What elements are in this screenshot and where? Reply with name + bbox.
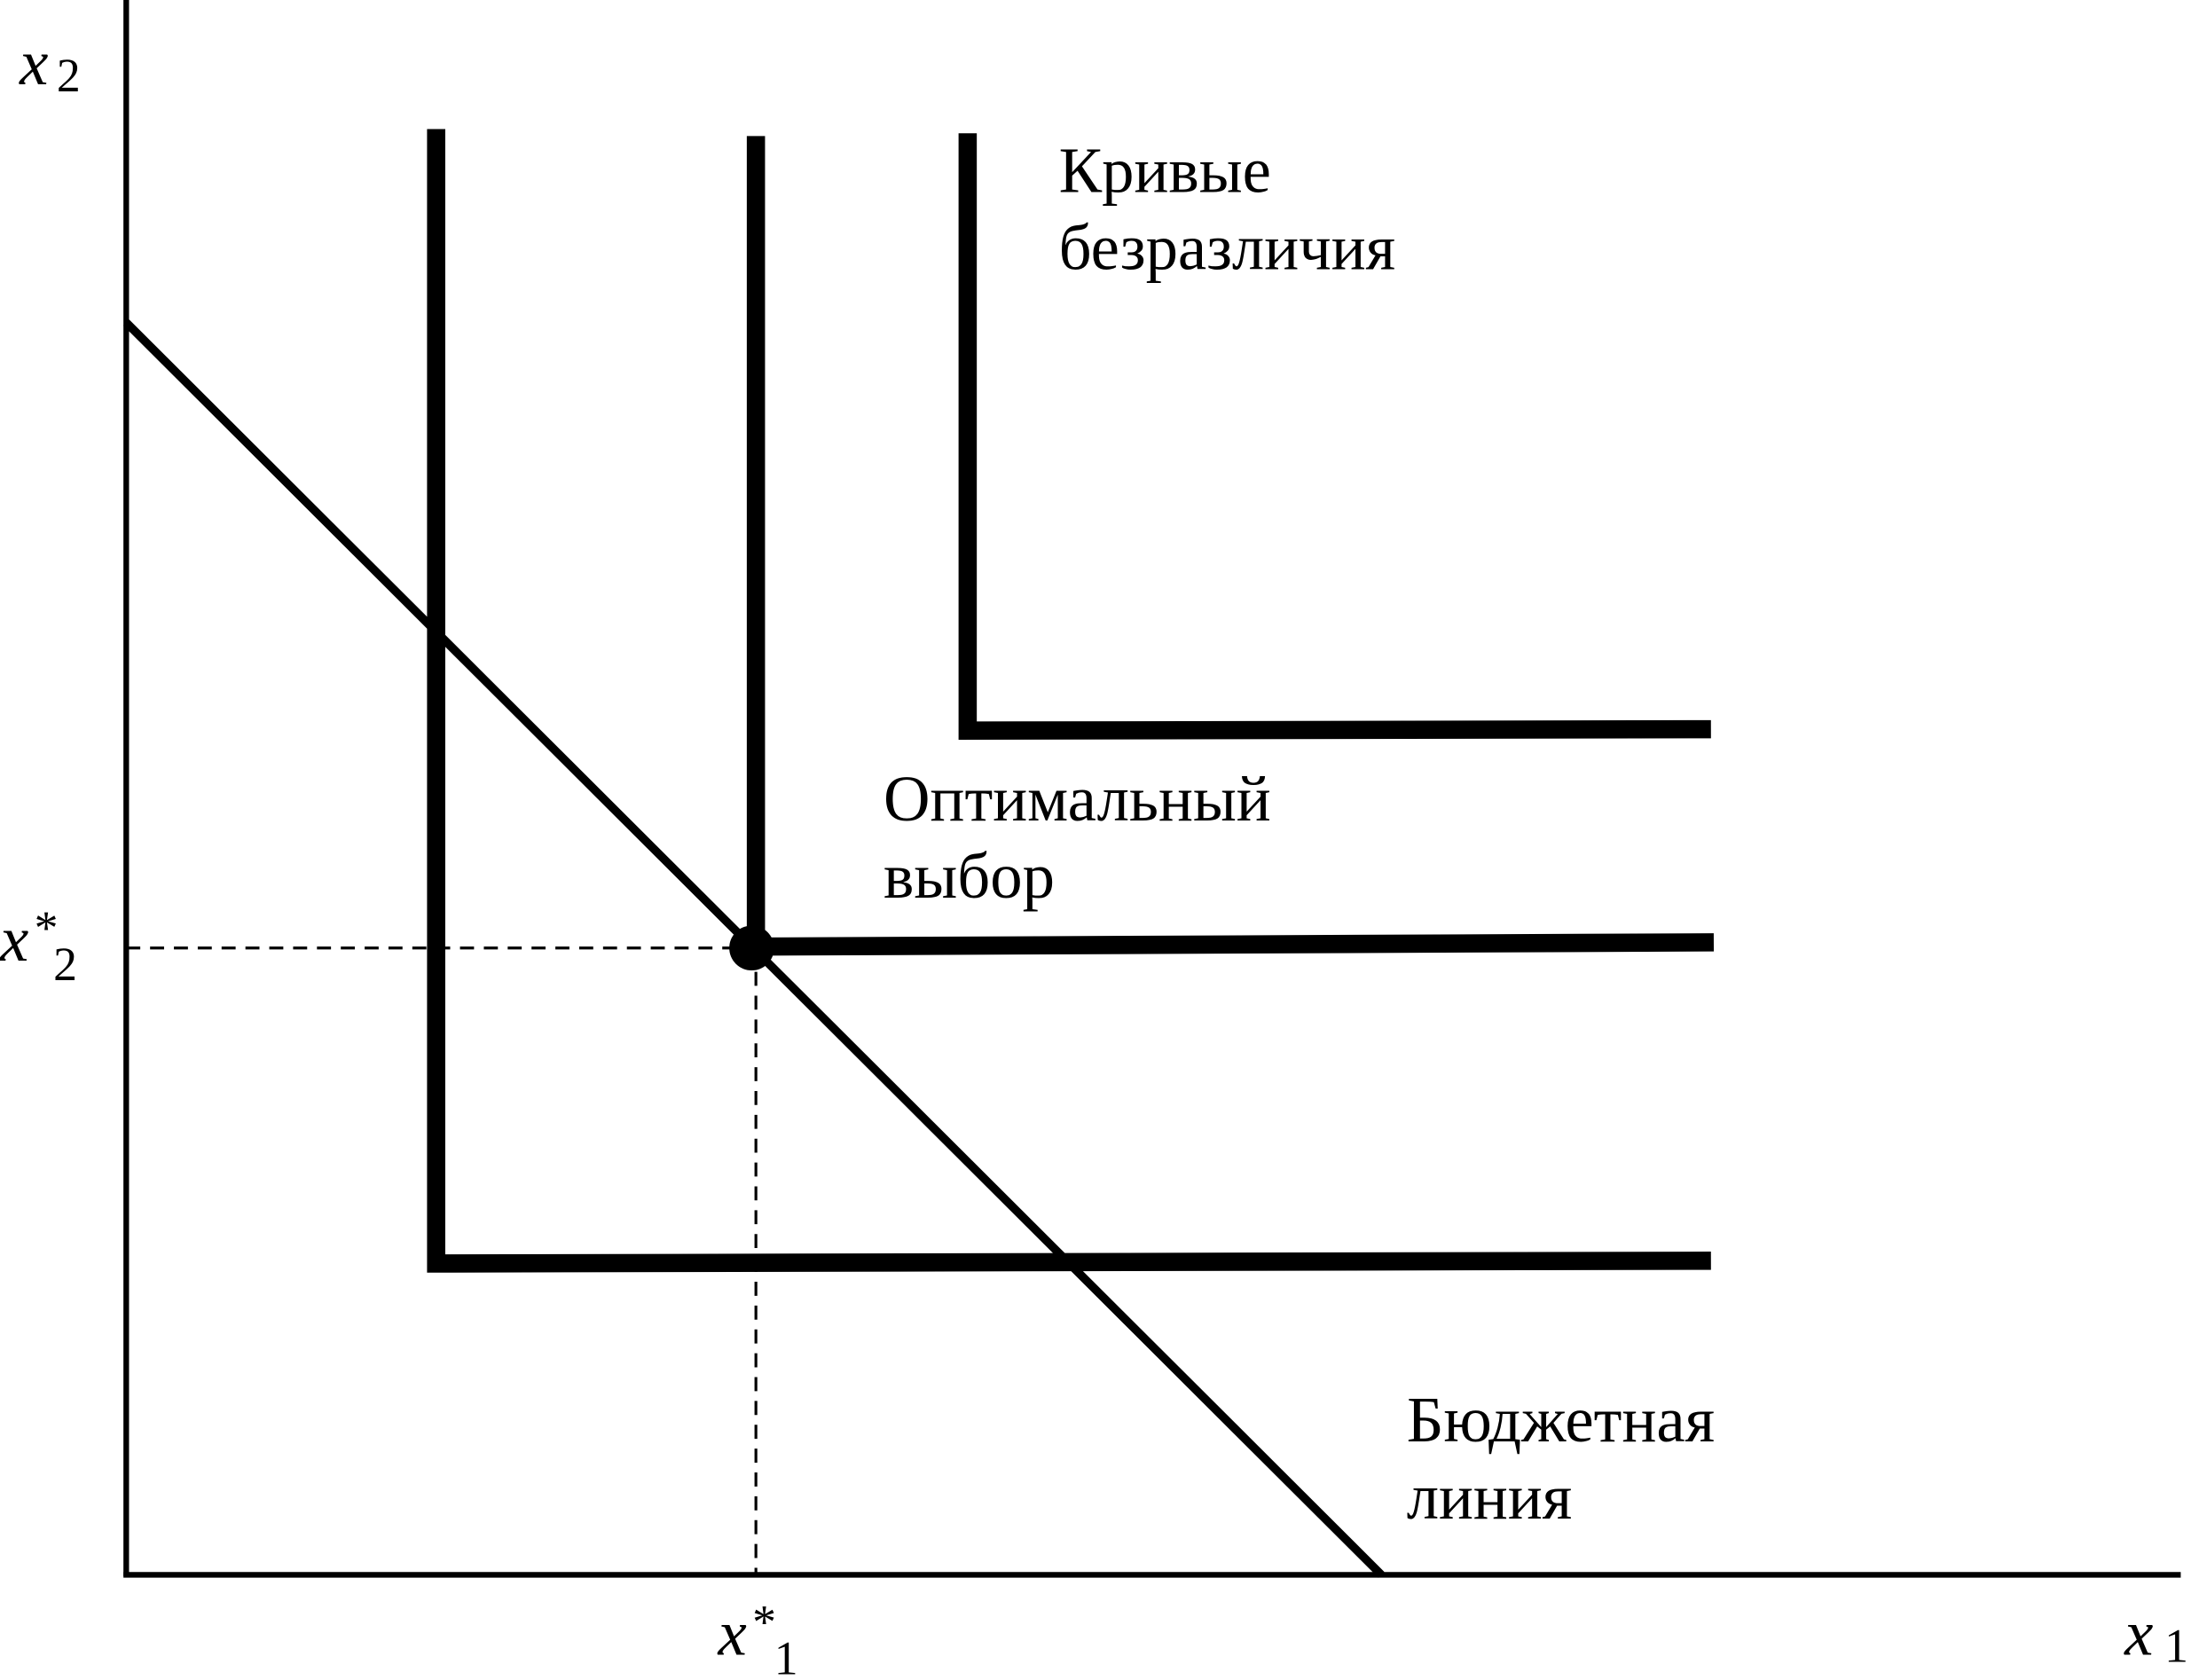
optimum-label: Оптимальный: [884, 763, 1271, 835]
budget-label: линия: [1407, 1461, 1572, 1533]
label-base: x: [19, 27, 48, 98]
indifference-curves: [427, 129, 1715, 1273]
label-sub: 1: [774, 1632, 798, 1680]
optimum-label: выбор: [884, 840, 1055, 912]
label-sup: *: [752, 1596, 776, 1649]
y-optimum-label: x * 2: [0, 901, 77, 991]
x-optimum-label: x * 1: [717, 1596, 797, 1680]
budget-label: Бюджетная: [1407, 1384, 1715, 1456]
indifference-label: безразличия: [1059, 212, 1395, 284]
label-base: x: [2124, 1598, 2153, 1669]
label-base: x: [0, 903, 28, 975]
label-sub: 1: [2164, 1619, 2188, 1672]
label-sub: 2: [57, 49, 81, 102]
indifference-curve: [958, 133, 1711, 740]
label-sup: *: [35, 901, 59, 954]
indifference-label: Кривые: [1059, 135, 1271, 207]
axes: [123, 0, 2181, 1578]
indifference-curve: [427, 129, 1711, 1273]
optimum-point: [729, 925, 774, 971]
label-sub: 2: [53, 938, 77, 991]
label-base: x: [717, 1598, 746, 1669]
